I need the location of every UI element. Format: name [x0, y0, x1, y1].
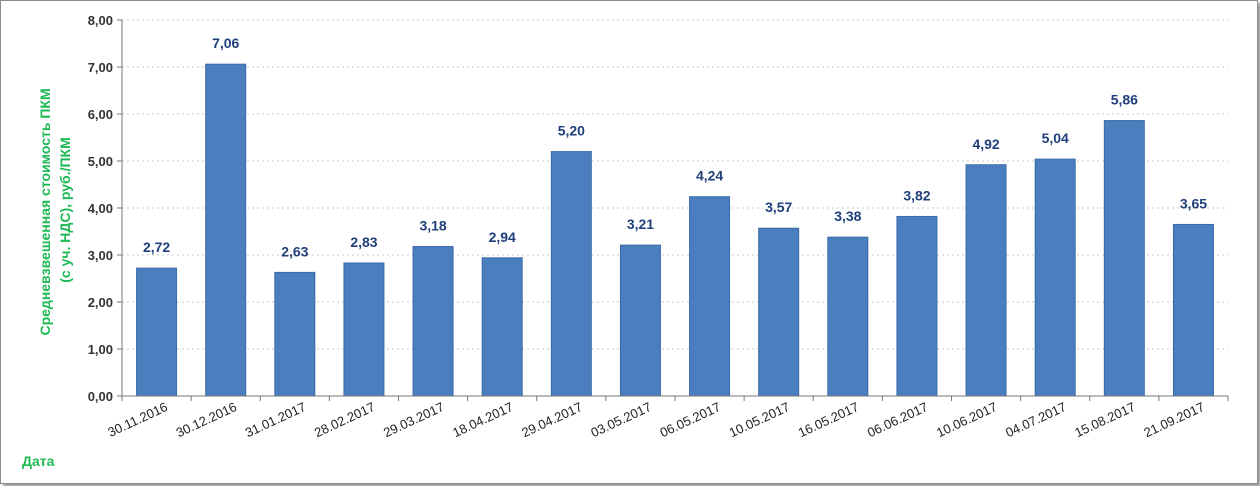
data-label: 2,63 [281, 243, 308, 259]
bar [343, 262, 385, 397]
bars [136, 63, 1214, 397]
data-label: 3,82 [903, 187, 930, 203]
data-label: 3,38 [834, 208, 861, 224]
data-label: 2,72 [143, 239, 170, 255]
bar [965, 164, 1007, 397]
data-label: 2,83 [350, 234, 377, 250]
bar [481, 257, 523, 397]
x-tick-label: 15.08.2017 [1072, 399, 1137, 440]
bar [619, 244, 661, 397]
x-tick-label: 06.06.2017 [865, 399, 930, 440]
y-tick-label: 3,00 [88, 248, 113, 263]
x-axis-title: Дата [22, 453, 55, 469]
y-axis-title-line-2: (с уч. НДС), руб./ПКМ [57, 137, 73, 283]
x-tick-label: 10.05.2017 [727, 399, 792, 440]
x-tick-label: 04.07.2017 [1003, 399, 1068, 440]
bar [412, 246, 454, 397]
bar [758, 227, 800, 397]
x-tick-label: 10.06.2017 [934, 399, 999, 440]
bar [827, 236, 869, 397]
bar [896, 215, 938, 397]
y-axis: 0,00 1,00 2,00 3,00 4,00 5,00 6,00 7,00 8,00 [88, 13, 123, 404]
data-label: 3,18 [419, 218, 446, 234]
x-tick-label: 31.01.2017 [243, 399, 308, 440]
data-label: 4,92 [972, 136, 999, 152]
y-tick-label: 2,00 [88, 295, 113, 310]
x-tick-label: 06.05.2017 [658, 399, 723, 440]
x-tick-label: 18.04.2017 [450, 399, 515, 440]
y-tick-label: 7,00 [88, 60, 113, 75]
x-tick-label: 30.11.2016 [105, 399, 169, 440]
bar [205, 63, 247, 397]
x-tick-label: 29.03.2017 [381, 399, 446, 440]
bar [274, 271, 316, 397]
y-axis-title: Средневзвешенная стоимость ПКМ (с уч. НД… [37, 84, 73, 335]
y-tick-label: 8,00 [88, 13, 113, 28]
bar [136, 267, 178, 397]
y-tick-label: 4,00 [88, 201, 113, 216]
x-tick-label: 03.05.2017 [588, 399, 653, 440]
x-axis: 30.11.2016 30.12.2016 31.01.2017 28.02.2017… [105, 395, 1229, 440]
y-tick-label: 0,00 [88, 389, 113, 404]
data-label: 4,24 [696, 168, 723, 184]
y-tick-label: 6,00 [88, 107, 113, 122]
bar [1172, 223, 1214, 397]
y-tick-label: 1,00 [88, 342, 113, 357]
y-tick-label: 5,00 [88, 154, 113, 169]
x-tick-label: 29.04.2017 [519, 399, 584, 440]
bar [550, 151, 592, 397]
data-label: 5,04 [1042, 130, 1069, 146]
bar [689, 196, 731, 397]
bar [1034, 158, 1076, 397]
x-tick-label: 30.12.2016 [174, 399, 239, 440]
data-label: 7,06 [212, 35, 239, 51]
data-label: 3,57 [765, 199, 792, 215]
x-tick-label: 16.05.2017 [796, 399, 861, 440]
bar [1103, 120, 1145, 397]
x-tick-label: 21.09.2017 [1141, 399, 1206, 440]
data-label: 5,20 [558, 123, 585, 139]
data-label: 5,86 [1111, 92, 1138, 108]
data-labels: 2,72 7,06 2,63 2,83 3,18 2,94 5,20 3,21 4,24 3,57… [143, 35, 1207, 259]
data-label: 3,21 [627, 216, 654, 232]
data-label: 2,94 [489, 229, 516, 245]
y-axis-title-line-1: Средневзвешенная стоимость ПКМ [37, 88, 53, 335]
data-label: 3,65 [1180, 195, 1207, 211]
x-tick-label: 28.02.2017 [312, 399, 377, 440]
